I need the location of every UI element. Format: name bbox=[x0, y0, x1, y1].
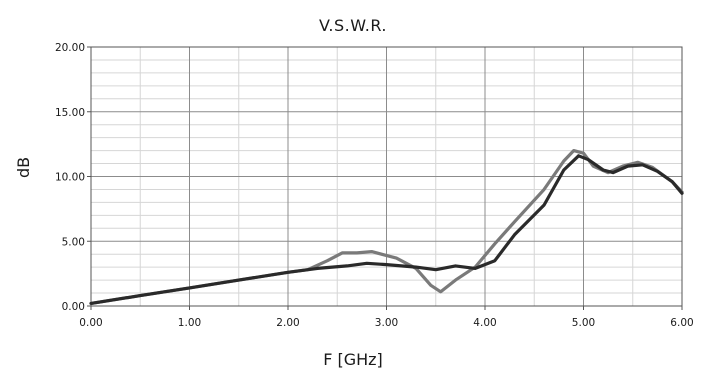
x-tick-label: 1.00 bbox=[178, 317, 201, 329]
x-tick-label: 0.00 bbox=[79, 317, 102, 329]
x-tick-label: 2.00 bbox=[276, 317, 299, 329]
series-group bbox=[89, 149, 684, 305]
x-axis-label: F [GHz] bbox=[323, 350, 383, 369]
y-tick-label: 15.00 bbox=[55, 107, 85, 119]
x-tick-label: 3.00 bbox=[375, 317, 398, 329]
chart-title: V.S.W.R. bbox=[319, 16, 387, 35]
tick-labels: 0.00 1.00 2.00 3.00 4.00 5.00 6.00 0.00 5.00 10.0… bbox=[55, 42, 694, 329]
axes bbox=[87, 46, 683, 310]
y-tick-label: 0.00 bbox=[62, 301, 85, 313]
y-tick-label: 10.00 bbox=[55, 172, 85, 184]
y-tick-label: 20.00 bbox=[55, 42, 85, 54]
y-tick-label: 5.00 bbox=[62, 236, 85, 248]
x-tick-label: 4.00 bbox=[473, 317, 496, 329]
grid bbox=[91, 47, 682, 306]
series-line-2 bbox=[89, 154, 684, 305]
x-tick-label: 6.00 bbox=[670, 317, 693, 329]
x-tick-label: 5.00 bbox=[572, 317, 595, 329]
